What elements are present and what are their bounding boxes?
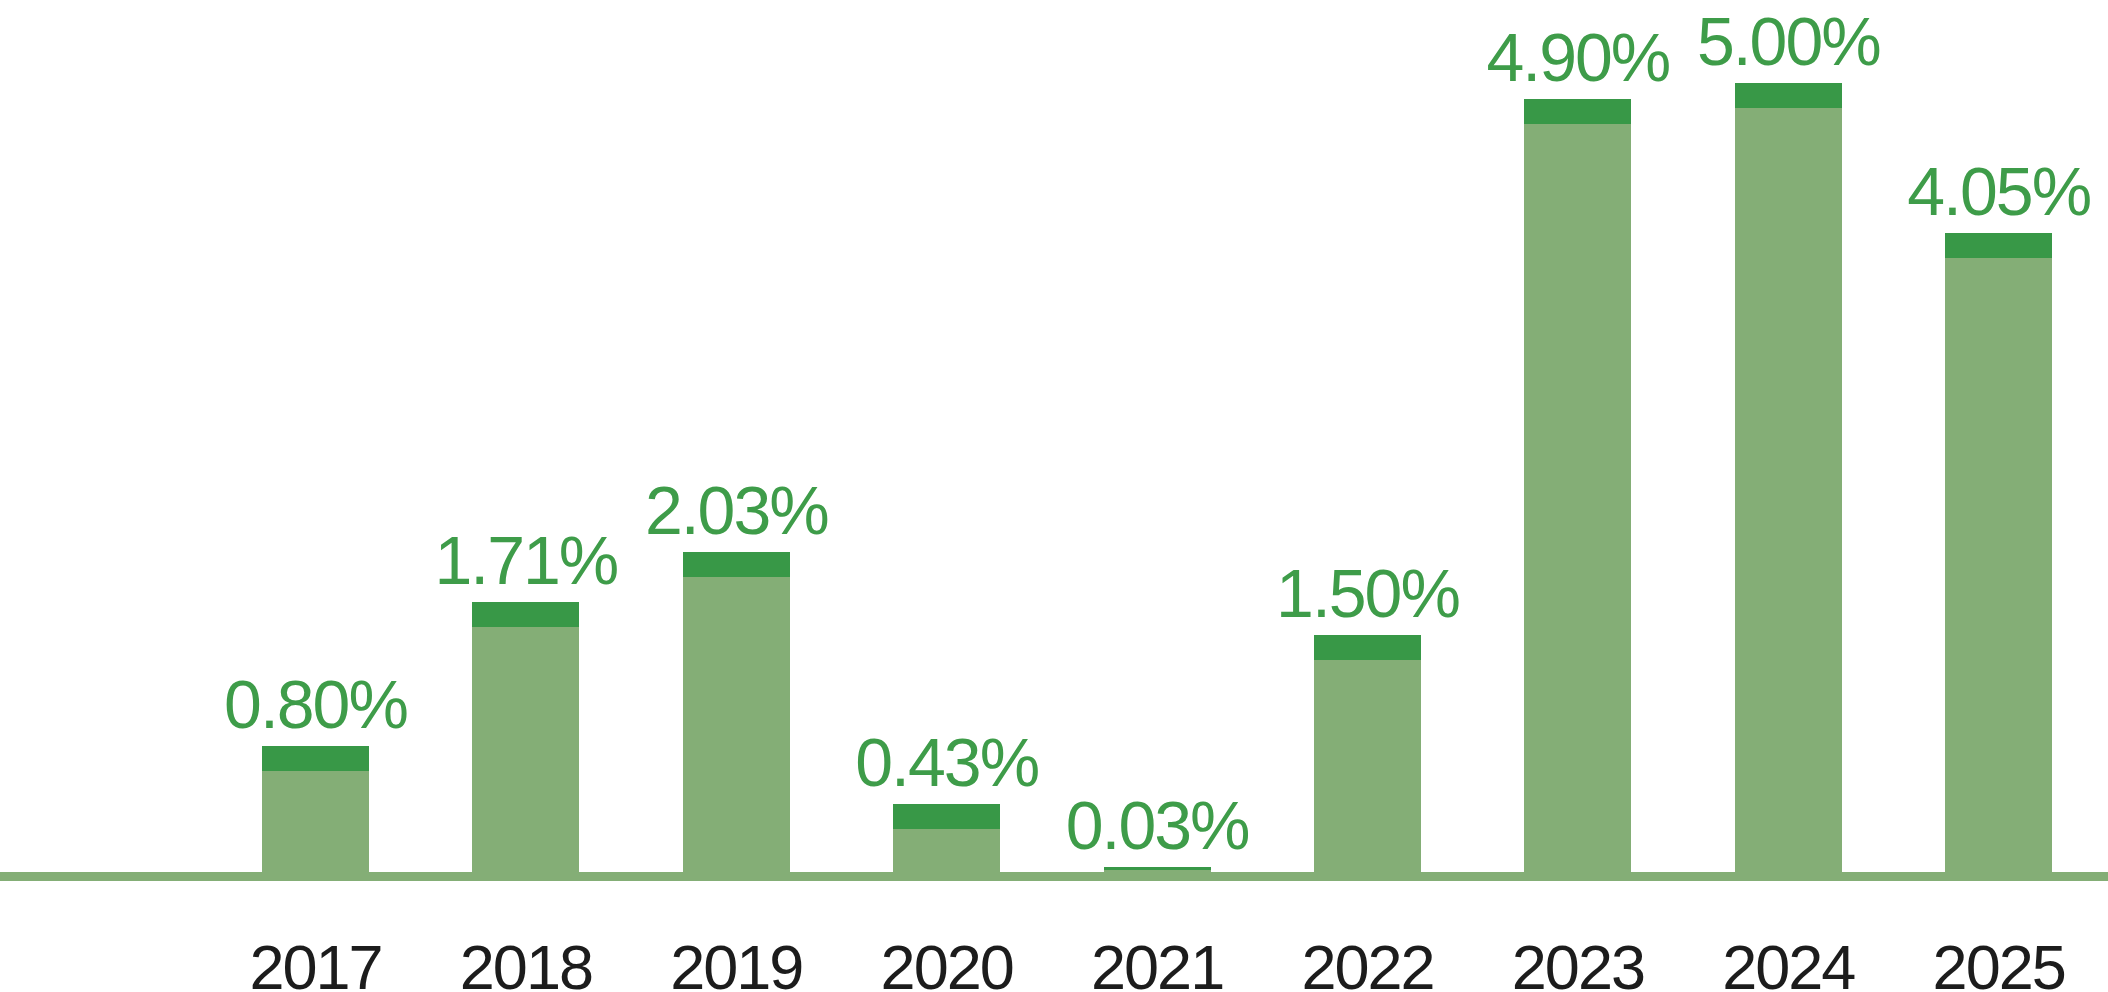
bar-cap-2021 [1104, 867, 1211, 869]
value-label-2024: 5.00% [1578, 7, 1998, 75]
x-axis-line [0, 872, 2108, 881]
bar-2019 [683, 552, 790, 872]
bar-cap-2023 [1524, 99, 1631, 124]
bar-2017 [262, 746, 369, 872]
value-label-2020: 0.43% [737, 728, 1157, 796]
bar-2022 [1314, 635, 1421, 872]
bar-cap-2017 [262, 746, 369, 771]
bar-2018 [472, 602, 579, 872]
value-label-2022: 1.50% [1158, 559, 1578, 627]
bar-2025 [1945, 233, 2052, 872]
bar-cap-2022 [1314, 635, 1421, 660]
x-tick-label-2025: 2025 [1849, 936, 2108, 992]
plot-area: 0.80%20171.71%20182.03%20190.43%20200.03… [0, 0, 2108, 992]
bar-cap-2024 [1735, 83, 1842, 108]
value-label-2019: 2.03% [526, 476, 946, 544]
bar-2023 [1524, 99, 1631, 872]
value-label-2021: 0.03% [947, 791, 1367, 859]
bar-chart: 0.80%20171.71%20182.03%20190.43%20200.03… [0, 0, 2108, 992]
bar-cap-2018 [472, 602, 579, 627]
bar-cap-2019 [683, 552, 790, 577]
bar-cap-2025 [1945, 233, 2052, 258]
value-label-2025: 4.05% [1789, 157, 2108, 225]
value-label-2017: 0.80% [106, 670, 526, 738]
